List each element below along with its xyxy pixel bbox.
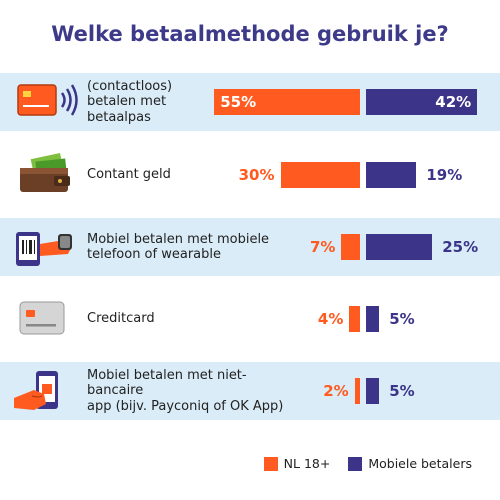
contactless-card-icon: [10, 79, 80, 125]
bar-mobile: [366, 89, 478, 115]
category-label-line: betalen met: [87, 94, 167, 110]
category-label-line: app (bijv. Payconiq of OK App): [87, 398, 284, 414]
value-label-nl: 30%: [238, 166, 275, 184]
category-label: Creditcard: [87, 290, 287, 348]
chart-row: Creditcard 4% 5%: [0, 290, 500, 348]
value-label-nl: 55%: [220, 93, 257, 111]
value-label-nl: 4%: [317, 310, 344, 328]
credit-card-icon: [10, 296, 80, 342]
value-label-nl: 2%: [323, 382, 349, 400]
category-label: Mobiel betalen met niet-bancaire app (bij…: [87, 362, 287, 420]
bar-mobile: [366, 162, 417, 188]
smartwatch-phone-icon: [10, 224, 80, 270]
bar-mobile: [366, 378, 380, 404]
legend-label-nl: NL 18+: [283, 456, 331, 471]
chart-title: Welke betaalmethode gebruik je?: [51, 22, 449, 46]
category-label-line: Creditcard: [87, 311, 155, 327]
value-label-mobile: 5%: [389, 310, 415, 328]
value-label-mobile: 42%: [435, 93, 472, 111]
category-label-line: Contant geld: [87, 167, 171, 183]
legend-item-mobile: Mobiele betalers: [348, 456, 472, 471]
bar-nl: [280, 162, 360, 188]
value-label-mobile: 25%: [442, 238, 479, 256]
bar-mobile: [366, 306, 380, 332]
bar-nl: [354, 378, 360, 404]
value-label-mobile: 19%: [426, 166, 463, 184]
category-label-line: (contactloos): [87, 78, 173, 94]
category-label: Mobiel betalen met mobiele telefoon of we…: [87, 218, 287, 276]
category-label-line: betaalpas: [87, 109, 151, 125]
legend-label-mobile: Mobiele betalers: [368, 456, 472, 471]
chart-row: (contactloos) betalen met betaalpas 55% 42%: [0, 73, 500, 131]
bar-mobile: [366, 234, 433, 260]
wallet-cash-icon: [10, 152, 80, 198]
category-label: (contactloos) betalen met betaalpas: [87, 73, 287, 131]
category-label-line: Mobiel betalen met niet-bancaire: [87, 367, 247, 399]
category-label: Contant geld: [87, 146, 287, 204]
phone-in-hand-icon: [10, 368, 80, 414]
category-label-line: Mobiel betalen met mobiele: [87, 231, 270, 247]
chart-row: Mobiel betalen met mobiele telefoon of we…: [0, 218, 500, 276]
value-label-mobile: 5%: [389, 382, 415, 400]
category-label-line: telefoon of wearable: [87, 247, 221, 262]
legend-item-nl: NL 18+: [263, 456, 331, 471]
bar-nl: [214, 89, 360, 115]
legend: NL 18+ Mobiele betalers: [246, 456, 472, 471]
value-label-nl: 7%: [309, 238, 336, 256]
bar-nl: [349, 306, 360, 332]
legend-swatch-nl: [263, 456, 278, 471]
legend-swatch-mobile: [348, 456, 363, 471]
chart-row: Contant geld 30% 19%: [0, 146, 500, 204]
chart-row: Mobiel betalen met niet-bancaire app (bij…: [0, 362, 500, 420]
bar-nl: [341, 234, 360, 260]
